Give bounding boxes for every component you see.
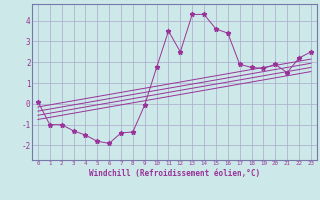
X-axis label: Windchill (Refroidissement éolien,°C): Windchill (Refroidissement éolien,°C) bbox=[89, 169, 260, 178]
